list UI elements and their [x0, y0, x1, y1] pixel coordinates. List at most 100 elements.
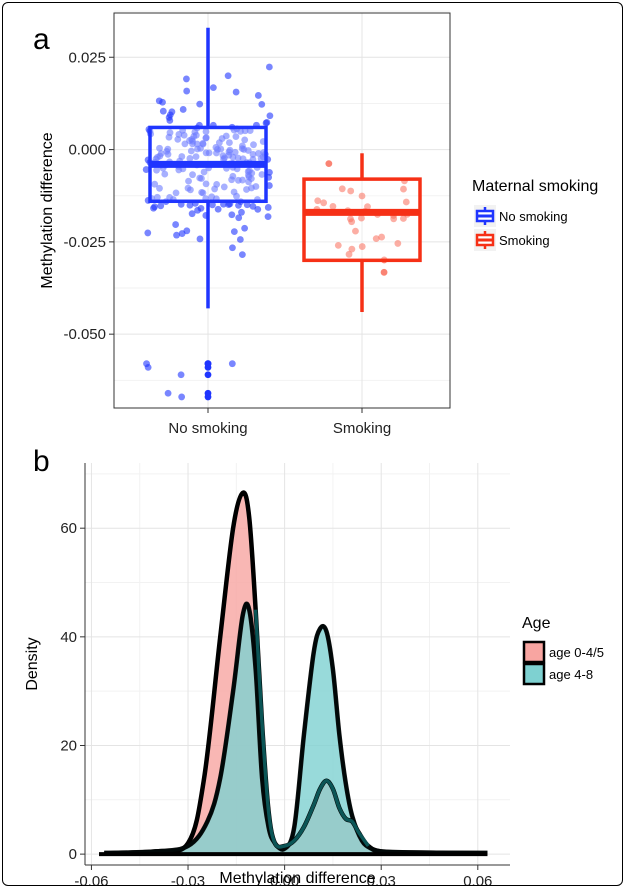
data-point-no-smoking [156, 184, 163, 192]
data-point-no-smoking [211, 185, 219, 193]
data-point-no-smoking [213, 149, 220, 157]
data-point-smoking [400, 185, 407, 193]
data-point-no-smoking [258, 171, 266, 178]
data-point-no-smoking [219, 152, 227, 160]
panel-a-legend-title: Maternal smoking [472, 178, 598, 195]
legend-key-1 [522, 662, 546, 686]
data-point-no-smoking [192, 131, 200, 139]
data-point-smoking [380, 268, 388, 276]
panel-a-ytick-label: 0.025 [68, 49, 106, 66]
data-point-no-smoking [225, 151, 233, 159]
data-point-smoking [378, 233, 386, 241]
data-point-no-smoking [144, 229, 152, 237]
data-point-no-smoking [232, 133, 240, 141]
data-point-no-smoking [228, 176, 236, 184]
data-point-no-smoking [232, 88, 240, 96]
data-point-smoking [329, 203, 337, 210]
panel-b-xtick-label: -0.03 [171, 873, 205, 886]
data-point-no-smoking [238, 251, 246, 259]
data-point-no-smoking [241, 136, 249, 144]
box-1 [302, 177, 422, 263]
data-point-no-smoking [238, 208, 245, 216]
data-point-no-smoking [166, 129, 174, 137]
panel-b-xtick-label: -0.06 [74, 873, 108, 886]
data-point-no-smoking [178, 393, 186, 401]
data-point-no-smoking [202, 180, 210, 188]
data-point-no-smoking [250, 141, 257, 149]
data-point-smoking [402, 198, 410, 206]
data-point-no-smoking [202, 134, 210, 142]
panel-b-legend-title: Age [522, 615, 551, 632]
data-point-no-smoking [235, 214, 243, 222]
data-point-no-smoking [172, 221, 180, 228]
panel-a-border [113, 12, 451, 409]
panel-a-y-axis-title: Methylation difference [39, 132, 56, 288]
data-point-no-smoking [183, 75, 190, 83]
data-point-no-smoking [172, 189, 180, 197]
outlier-point [204, 393, 212, 401]
data-point-no-smoking [209, 84, 217, 92]
data-point-no-smoking [244, 147, 252, 154]
panel-b-ytick-label: 0 [69, 846, 77, 863]
data-point-no-smoking [151, 180, 159, 188]
data-point-no-smoking [234, 176, 242, 184]
data-point-no-smoking [254, 92, 262, 99]
data-point-smoking [372, 235, 380, 243]
data-point-no-smoking [224, 72, 232, 80]
panel-b-ytick-label: 60 [60, 520, 77, 537]
data-point-no-smoking [144, 363, 152, 371]
data-point-smoking [358, 192, 366, 200]
data-point-no-smoking [188, 210, 196, 218]
data-point-no-smoking [228, 211, 236, 219]
panel-b-x-axis-title: Methylation difference [219, 870, 375, 886]
data-point-no-smoking [254, 206, 262, 213]
data-point-no-smoking [252, 183, 260, 190]
data-point-no-smoking [245, 178, 252, 186]
data-point-no-smoking [249, 151, 257, 158]
data-point-no-smoking [157, 202, 165, 210]
data-point-no-smoking [228, 360, 236, 368]
data-point-no-smoking [249, 202, 257, 210]
data-point-no-smoking [235, 201, 242, 209]
data-point-smoking [390, 215, 398, 223]
data-point-no-smoking [255, 149, 262, 157]
data-point-smoking [394, 240, 402, 247]
data-point-no-smoking [178, 153, 186, 160]
data-point-smoking [352, 227, 359, 235]
data-point-no-smoking [183, 227, 191, 235]
data-point-smoking [358, 243, 366, 250]
data-point-no-smoking [241, 224, 249, 232]
panel-b-xtick-label: 0.03 [367, 873, 396, 886]
data-point-no-smoking [189, 171, 196, 179]
data-point-no-smoking [196, 100, 204, 108]
data-point-no-smoking [142, 166, 150, 173]
data-point-smoking [334, 241, 342, 249]
legend-label-1: Smoking [499, 233, 550, 248]
legend-label-b-1: age 4-8 [549, 667, 593, 682]
data-point-no-smoking [159, 107, 167, 115]
data-point-no-smoking [205, 149, 213, 157]
data-point-no-smoking [187, 147, 195, 155]
data-point-no-smoking [159, 98, 166, 106]
legend-label-b-0: age 0-4/5 [549, 645, 604, 660]
data-point-no-smoking [229, 244, 236, 252]
data-point-no-smoking [243, 186, 250, 193]
data-point-no-smoking [230, 188, 238, 196]
data-point-no-smoking [199, 140, 207, 148]
data-point-no-smoking [166, 111, 174, 119]
data-point-no-smoking [164, 389, 172, 397]
data-point-no-smoking [189, 140, 196, 148]
outlier-point [204, 371, 212, 379]
data-point-no-smoking [245, 173, 253, 181]
panel-b-y-axis-title: Density [24, 637, 41, 690]
data-point-no-smoking [266, 112, 274, 120]
data-point-no-smoking [200, 168, 208, 176]
data-point-no-smoking [226, 139, 233, 146]
data-point-no-smoking [198, 175, 205, 182]
panel-a-label: a [33, 23, 50, 56]
data-point-no-smoking [194, 145, 201, 153]
panel-b-ytick-label: 40 [60, 629, 77, 646]
data-point-no-smoking [156, 144, 163, 152]
data-point-no-smoking [214, 205, 222, 213]
